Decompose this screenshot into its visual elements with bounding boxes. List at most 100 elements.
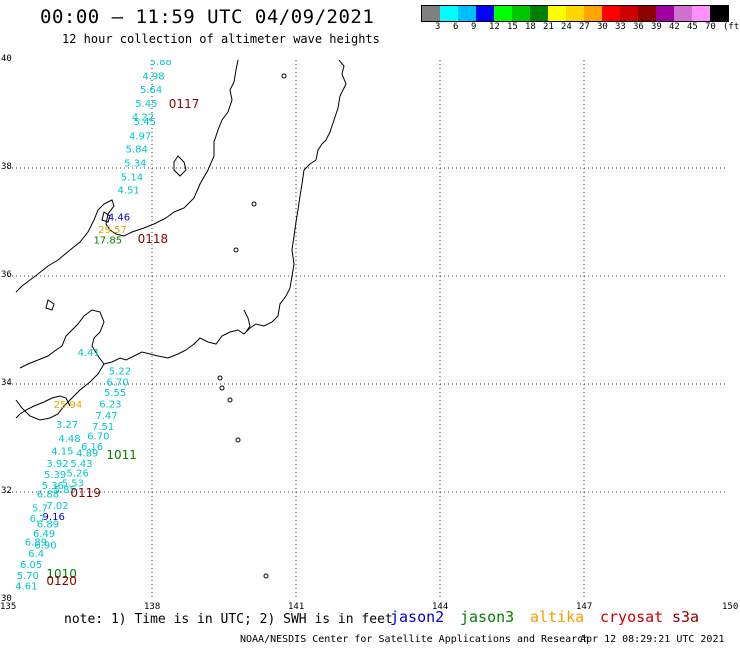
pass-id-label: 1011 <box>106 448 137 462</box>
colorbar-label: 12 <box>489 22 500 32</box>
wave-height-value: 6.23 <box>99 399 121 410</box>
colorbar-swatch <box>458 6 476 21</box>
latitude-label: 34 <box>1 378 12 388</box>
colorbar-label: 45 <box>687 22 698 32</box>
latitude-label: 30 <box>1 594 12 604</box>
izu-island-8 <box>233 247 239 253</box>
colorbar-label: 70 <box>705 22 716 32</box>
wave-height-value: 5.39 <box>44 470 66 481</box>
colorbar-swatch <box>440 6 458 21</box>
wave-height-value: 4.97 <box>129 132 151 143</box>
wave-height-value: 6.49 <box>33 529 55 540</box>
wave-height-value: 5.14 <box>121 173 143 184</box>
wave-height-value: 5.84 <box>126 145 148 156</box>
colorbar-label: 18 <box>525 22 536 32</box>
coastline-izu <box>243 309 251 333</box>
colorbar-label: 3 <box>435 22 441 32</box>
coastline-shikoku <box>15 395 71 419</box>
wave-height-value: 4.61 <box>15 581 37 592</box>
coastlines <box>15 60 347 579</box>
latitude-label: 40 <box>1 54 12 64</box>
longitude-label: 135 <box>0 602 17 612</box>
longitude-label: 150 <box>722 602 739 612</box>
footer-note: note: 1) Time is in UTC; 2) SWH is in fe… <box>64 612 393 627</box>
izu-island-6 <box>281 73 287 79</box>
colorbar-swatch <box>584 6 602 21</box>
wave-height-value: 4.41 <box>78 348 100 359</box>
satellite-legend-altika: altika <box>530 608 585 626</box>
colorbar-swatch <box>602 6 620 21</box>
wave-height-colorbar <box>421 5 729 22</box>
coastline-honshu <box>103 60 347 365</box>
wave-height-value: 4.22 <box>132 113 154 124</box>
wave-height-value: 5.43 <box>70 459 92 470</box>
colorbar-label: (ft) <box>723 22 740 32</box>
pass-id-label: 1010 <box>46 567 77 581</box>
latitude-label: 32 <box>1 486 12 496</box>
colorbar-swatch <box>494 6 512 21</box>
latitude-label: 36 <box>1 270 12 280</box>
wave-height-value: 6.89 <box>37 519 59 530</box>
coastline-japan-sea <box>15 60 239 293</box>
longitude-label: 141 <box>288 602 305 612</box>
wave-height-value: 3.92 <box>46 459 68 470</box>
wave-height-value: 6.16 <box>81 442 103 453</box>
wave-height-value: 4.46 <box>108 213 130 224</box>
colorbar-swatch <box>476 6 494 21</box>
wave-height-value: 5.55 <box>104 388 126 399</box>
wave-height-value: 5.22 <box>109 367 131 378</box>
colorbar-label: 33 <box>615 22 626 32</box>
satellite-legend-jason3: jason3 <box>460 608 515 626</box>
izu-island-2 <box>219 385 225 391</box>
wave-height-value: 5.36 <box>42 481 64 492</box>
colorbar-swatch <box>710 6 728 21</box>
colorbar-swatch <box>422 6 440 21</box>
izu-island-3 <box>227 397 233 403</box>
wave-height-value: 7.47 <box>95 411 117 422</box>
pass-id-label: 0117 <box>169 97 200 111</box>
colorbar-swatch <box>620 6 638 21</box>
map-gridlines <box>8 60 728 600</box>
wave-height-value: 6.70 <box>106 377 128 388</box>
colorbar-label: 30 <box>597 22 608 32</box>
colorbar-swatch <box>530 6 548 21</box>
colorbar-swatch <box>548 6 566 21</box>
izu-island-1 <box>217 375 223 381</box>
izu-island-7 <box>263 573 269 579</box>
wave-height-value: 4.51 <box>117 186 139 197</box>
wave-height-value: 6.05 <box>20 560 42 571</box>
latitude-label: 38 <box>1 162 12 172</box>
colorbar-label: 9 <box>471 22 477 32</box>
colorbar-label: 24 <box>561 22 572 32</box>
colorbar-swatch <box>566 6 584 21</box>
izu-island-5 <box>251 201 257 207</box>
colorbar-swatch <box>512 6 530 21</box>
wave-height-value: 5.7 <box>32 504 48 515</box>
wave-height-value: 7.02 <box>46 501 68 512</box>
wave-height-value: 5.26 <box>67 469 89 480</box>
wave-height-value: 6.70 <box>87 431 109 442</box>
wave-height-value: 6.88 <box>37 490 59 501</box>
satellite-legend-s3a: s3a <box>672 608 700 626</box>
map-title: 00:00 — 11:59 UTC 04/09/2021 <box>40 6 375 28</box>
wave-height-value: 5.85 <box>54 485 76 496</box>
generation-timestamp: Apr 12 08:29:21 UTC 2021 <box>580 634 725 645</box>
colorbar-label: 21 <box>543 22 554 32</box>
colorbar-label: 42 <box>669 22 680 32</box>
wave-height-value: 5.70 <box>17 571 39 582</box>
colorbar-label: 27 <box>579 22 590 32</box>
wave-height-value: 4.15 <box>51 446 73 457</box>
colorbar-swatch <box>656 6 674 21</box>
wave-height-value: 25.94 <box>54 400 83 411</box>
map-subtitle: 12 hour collection of altimeter wave hei… <box>62 32 380 46</box>
wave-height-value: 5.45 <box>135 99 157 110</box>
izu-island-4 <box>235 437 241 443</box>
colorbar-label: 6 <box>453 22 459 32</box>
wave-height-value: 29.57 <box>98 225 127 236</box>
sado-island <box>173 155 187 177</box>
wave-height-value: 6.4 <box>28 549 44 560</box>
wave-height-value: 4.98 <box>142 72 164 83</box>
credit-text: NOAA/NESDIS Center for Satellite Applica… <box>240 634 590 645</box>
